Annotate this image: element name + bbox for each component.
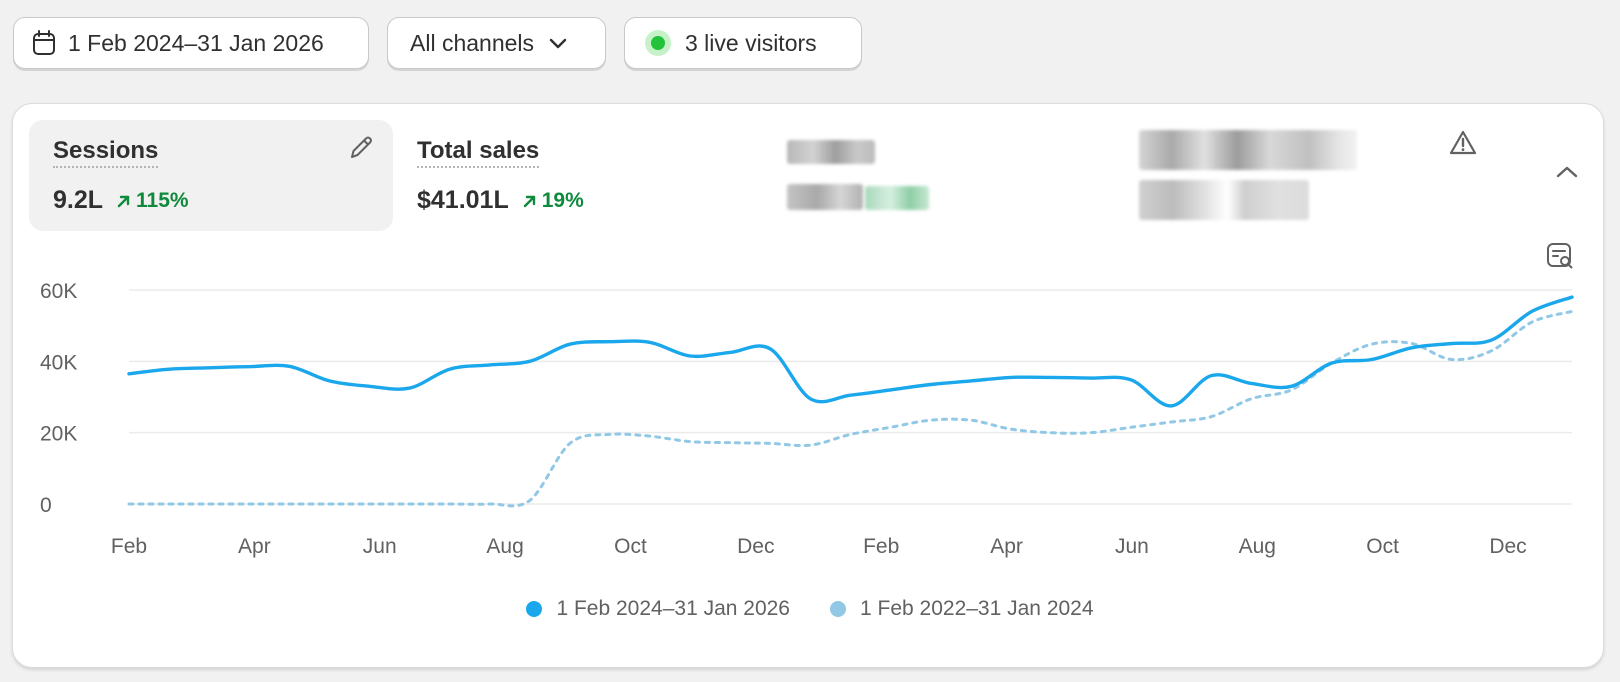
metric-change: 115% — [117, 189, 189, 213]
x-tick-label: Feb — [111, 535, 147, 558]
channels-label: All channels — [410, 29, 535, 56]
metric-value-row: 9.2L 115% — [53, 186, 189, 215]
arrow-up-right-icon — [523, 195, 535, 207]
chart-legend: 1 Feb 2024–31 Jan 2026 1 Feb 2022–31 Jan… — [0, 597, 1620, 621]
x-tick-label: Dec — [737, 535, 774, 558]
x-tick-label: Apr — [238, 535, 271, 558]
series-line-previous — [127, 309, 1574, 508]
live-visitors-label: 3 live visitors — [685, 29, 817, 56]
x-tick-label: Aug — [1239, 535, 1276, 558]
warning-icon[interactable] — [1449, 130, 1477, 161]
redacted-title — [787, 140, 875, 164]
y-tick-label: 40K — [40, 351, 77, 374]
x-tick-label: Aug — [486, 535, 523, 558]
y-tick-label: 20K — [40, 423, 77, 446]
x-tick-label: Apr — [990, 535, 1023, 558]
redacted-value — [1139, 180, 1309, 220]
metric-title: Total sales — [417, 137, 540, 168]
metric-value: $41.01L — [417, 186, 509, 214]
metric-title: Sessions — [53, 137, 159, 168]
legend-label: 1 Feb 2022–31 Jan 2024 — [860, 597, 1094, 620]
metric-change-value: 19% — [541, 188, 584, 212]
legend-swatch — [830, 601, 846, 617]
analytics-card: Sessions 9.2L 115% Total sales $41.01L 1… — [12, 103, 1604, 668]
metric-tab-sessions[interactable]: Sessions 9.2L 115% — [29, 120, 393, 231]
calendar-icon — [32, 30, 56, 56]
legend-swatch — [526, 601, 543, 617]
redacted-title — [1139, 130, 1357, 170]
metric-tab-total-sales[interactable]: Total sales $41.01L 19% — [393, 120, 733, 231]
redacted-change — [865, 186, 929, 210]
x-tick-label: Dec — [1489, 535, 1526, 558]
redacted-value — [787, 184, 863, 210]
x-tick-label: Oct — [1366, 535, 1399, 558]
metric-change-value: 115% — [136, 188, 189, 212]
x-tick-label: Jun — [1115, 535, 1149, 558]
legend-label: 1 Feb 2024–31 Jan 2026 — [556, 597, 790, 620]
chevron-up-icon[interactable] — [1555, 164, 1579, 185]
x-tick-label: Feb — [863, 535, 899, 558]
date-range-label: 1 Feb 2024–31 Jan 2026 — [68, 29, 324, 56]
metric-change: 19% — [523, 189, 584, 213]
date-range-button[interactable]: 1 Feb 2024–31 Jan 2026 — [13, 17, 369, 69]
x-tick-label: Jun — [363, 535, 397, 558]
arrow-up-right-icon — [117, 195, 130, 207]
sessions-line-chart: 60K 40K 20K 0 Feb Apr Jun Aug Oct Dec Feb Apr Jun Aug… — [40, 280, 1574, 558]
y-tick-label: 0 — [40, 494, 52, 517]
metric-value-row: $41.01L 19% — [417, 186, 584, 215]
series-line-current — [127, 295, 1574, 408]
explore-report-icon[interactable] — [1546, 242, 1574, 275]
channels-dropdown[interactable]: All channels — [387, 17, 606, 69]
legend-item-current[interactable]: 1 Feb 2024–31 Jan 2026 — [526, 597, 790, 621]
live-visitors-button[interactable]: 3 live visitors — [624, 17, 862, 69]
chevron-down-icon — [548, 36, 568, 50]
y-tick-label: 60K — [40, 280, 77, 303]
pencil-icon[interactable] — [347, 134, 375, 167]
metric-value: 9.2L — [53, 186, 104, 214]
live-status-icon — [645, 30, 671, 56]
legend-item-previous[interactable]: 1 Feb 2022–31 Jan 2024 — [830, 597, 1094, 621]
x-tick-label: Oct — [614, 535, 647, 558]
